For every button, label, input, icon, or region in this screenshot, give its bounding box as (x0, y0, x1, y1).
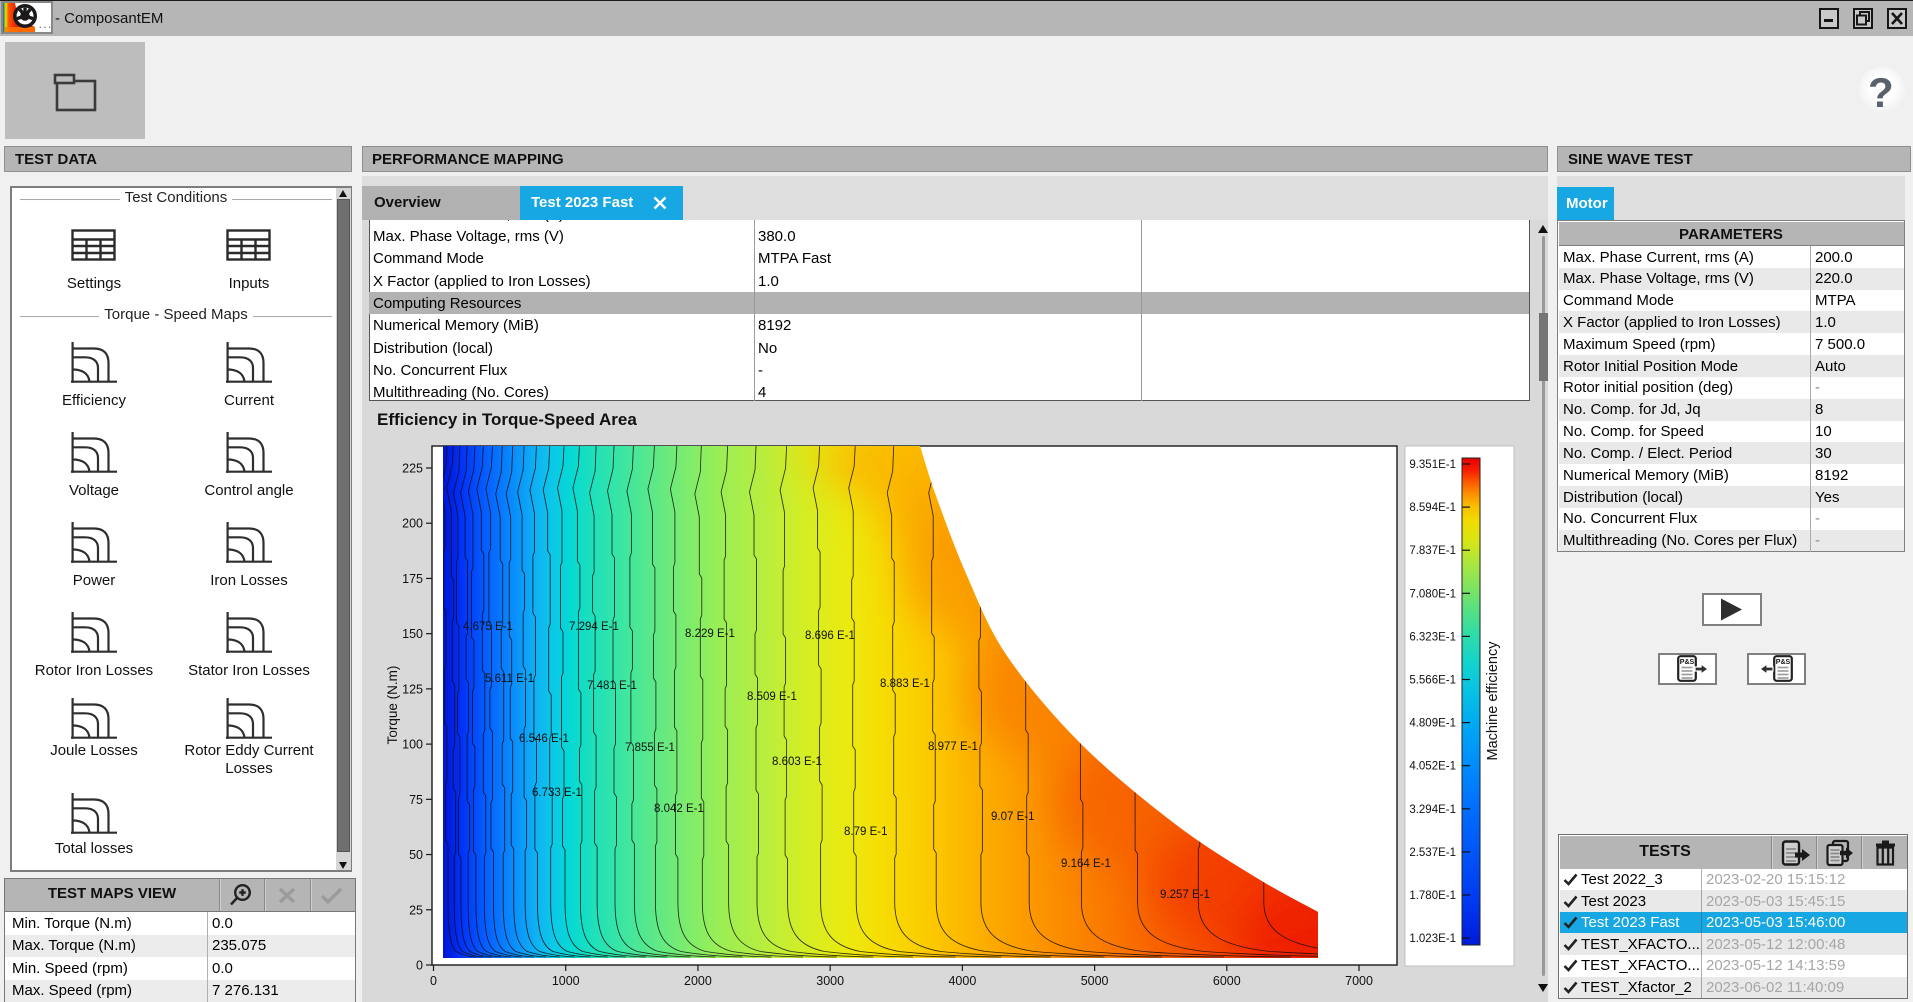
svg-text:8.229 E-1: 8.229 E-1 (685, 628, 735, 640)
svg-text:8.977 E-1: 8.977 E-1 (928, 741, 978, 753)
svg-text:7.481 E-1: 7.481 E-1 (587, 680, 637, 692)
svg-text:8.509 E-1: 8.509 E-1 (747, 691, 797, 703)
svg-text:25: 25 (409, 903, 423, 917)
svg-text:4000: 4000 (948, 974, 976, 988)
svg-text:6000: 6000 (1213, 974, 1241, 988)
svg-text:9.164 E-1: 9.164 E-1 (1061, 858, 1111, 870)
svg-text:1000: 1000 (552, 974, 580, 988)
svg-text:0: 0 (416, 959, 423, 973)
svg-text:5.566E-1: 5.566E-1 (1409, 675, 1456, 687)
svg-text:9.257 E-1: 9.257 E-1 (1160, 889, 1210, 901)
svg-text:4.675 E-1: 4.675 E-1 (463, 621, 513, 633)
svg-text:225: 225 (402, 461, 423, 475)
svg-text:7.855 E-1: 7.855 E-1 (625, 742, 675, 754)
svg-text:7000: 7000 (1345, 974, 1373, 988)
svg-text:5000: 5000 (1081, 974, 1109, 988)
svg-text:7.837E-1: 7.837E-1 (1409, 545, 1456, 557)
svg-text:175: 175 (402, 572, 423, 586)
svg-text:6.323E-1: 6.323E-1 (1409, 631, 1456, 643)
svg-text:150: 150 (402, 627, 423, 641)
svg-text:8.594E-1: 8.594E-1 (1409, 502, 1456, 514)
svg-text:50: 50 (409, 848, 423, 862)
svg-text:Machine efficiency: Machine efficiency (1485, 641, 1501, 761)
svg-text:9.07 E-1: 9.07 E-1 (991, 811, 1034, 823)
svg-text:8.883 E-1: 8.883 E-1 (880, 678, 930, 690)
svg-text:7.294 E-1: 7.294 E-1 (569, 621, 619, 633)
svg-text:125: 125 (402, 682, 423, 696)
svg-text:7.080E-1: 7.080E-1 (1409, 588, 1456, 600)
svg-text:1.780E-1: 1.780E-1 (1409, 890, 1456, 902)
svg-text:75: 75 (409, 793, 423, 807)
svg-text:100: 100 (402, 738, 423, 752)
svg-text:2000: 2000 (684, 974, 712, 988)
svg-text:6.546 E-1: 6.546 E-1 (519, 733, 569, 745)
svg-text:5.611 E-1: 5.611 E-1 (485, 673, 534, 685)
svg-text:4.052E-1: 4.052E-1 (1409, 761, 1456, 773)
svg-text:P&S: P&S (1776, 659, 1791, 666)
svg-text:200: 200 (402, 517, 423, 531)
svg-text:8.79 E-1: 8.79 E-1 (844, 826, 887, 838)
svg-text:8.042 E-1: 8.042 E-1 (654, 803, 704, 815)
svg-text:6.733 E-1: 6.733 E-1 (532, 787, 582, 799)
svg-text:P&S: P&S (1680, 659, 1695, 666)
svg-text:4.809E-1: 4.809E-1 (1409, 718, 1456, 730)
svg-text:3.294E-1: 3.294E-1 (1409, 804, 1456, 816)
svg-text:3000: 3000 (816, 974, 844, 988)
svg-text:Torque (N.m): Torque (N.m) (385, 666, 400, 745)
svg-text:2.537E-1: 2.537E-1 (1409, 847, 1456, 859)
svg-text:1.023E-1: 1.023E-1 (1409, 933, 1456, 945)
svg-text:8.603 E-1: 8.603 E-1 (772, 756, 822, 768)
svg-text:8.696 E-1: 8.696 E-1 (805, 630, 855, 642)
svg-text:0: 0 (430, 974, 437, 988)
svg-text:9.351E-1: 9.351E-1 (1409, 459, 1456, 471)
